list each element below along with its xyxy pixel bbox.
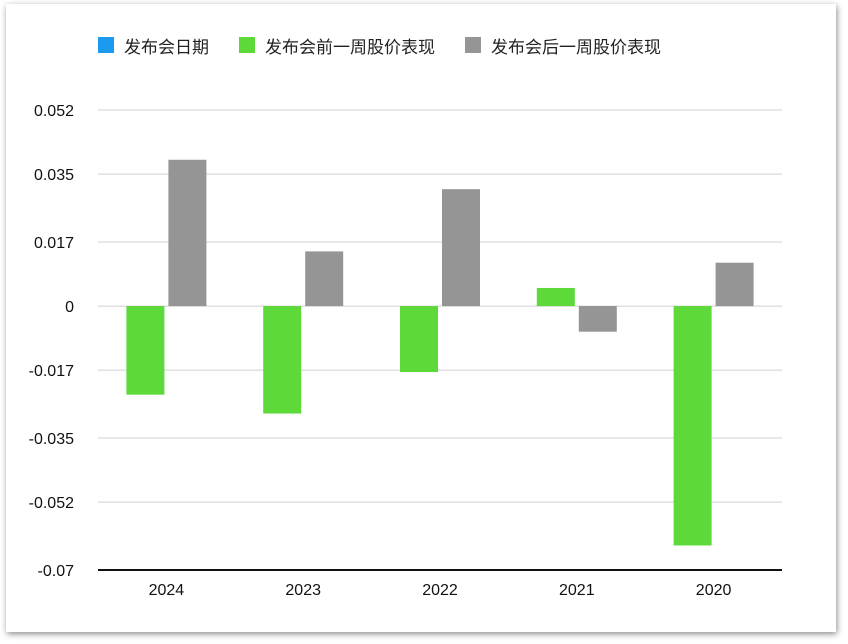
bar bbox=[400, 306, 438, 373]
y-tick-label: -0.052 bbox=[29, 495, 74, 512]
legend-label-week-after: 发布会后一周股价表现 bbox=[491, 37, 661, 58]
y-tick-label: 0 bbox=[65, 299, 74, 316]
bar bbox=[578, 306, 617, 332]
bar bbox=[305, 251, 344, 307]
bar bbox=[442, 189, 480, 307]
legend: 发布会日期 发布会前一周股价表现 发布会后一周股价表现 bbox=[98, 33, 691, 58]
x-tick-label: 2024 bbox=[149, 582, 185, 599]
legend-swatch-launch-date bbox=[98, 37, 114, 53]
y-tick-label: 0.052 bbox=[34, 103, 74, 120]
bar bbox=[263, 306, 302, 414]
bar bbox=[536, 287, 575, 307]
bar bbox=[673, 306, 712, 546]
bar bbox=[168, 159, 207, 307]
legend-swatch-week-after bbox=[465, 37, 481, 53]
legend-label-week-before: 发布会前一周股价表现 bbox=[265, 37, 435, 58]
legend-swatch-week-before bbox=[239, 37, 255, 53]
legend-item-launch-date: 发布会日期 bbox=[98, 33, 209, 58]
x-tick-label: 2021 bbox=[559, 582, 595, 599]
y-tick-label: -0.017 bbox=[29, 363, 74, 380]
y-tick-label: 0.017 bbox=[34, 235, 74, 252]
bar bbox=[715, 262, 754, 307]
x-tick-label: 2020 bbox=[696, 582, 732, 599]
x-tick-label: 2023 bbox=[285, 582, 321, 599]
x-tick-label: 2022 bbox=[422, 582, 458, 599]
y-tick-label: -0.035 bbox=[29, 431, 74, 448]
legend-item-week-after: 发布会后一周股价表现 bbox=[465, 33, 661, 58]
y-tick-label: 0.035 bbox=[34, 167, 74, 184]
y-tick-label: -0.07 bbox=[38, 563, 75, 580]
legend-label-launch-date: 发布会日期 bbox=[124, 37, 209, 58]
bar bbox=[126, 306, 165, 395]
legend-item-week-before: 发布会前一周股价表现 bbox=[239, 33, 435, 58]
